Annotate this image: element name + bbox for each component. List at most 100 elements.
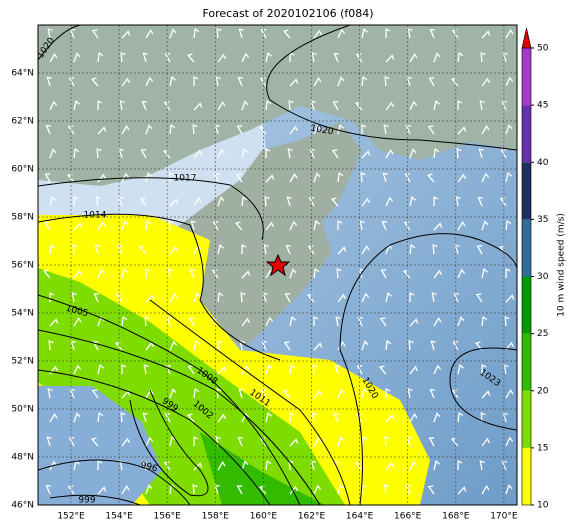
wind-barb [265,459,272,471]
wind-barb [359,220,365,231]
wind-barb [479,460,485,471]
wind-barb [452,341,459,351]
wind-barb [241,148,248,159]
axis-labels: 64°N 62°N 60°N 58°N 56°N 54°N 52°N 50°N 48°N 46°N… [11,69,518,522]
wind-barb [145,124,153,135]
wind-barb [217,366,227,375]
graticule [38,25,517,505]
wind-barb [119,100,125,111]
lat-label: 52°N [11,357,34,367]
wind-barb [49,413,58,423]
wind-barb [169,28,177,39]
colorbar: 10 15 20 25 30 35 40 45 50 [521,27,549,511]
wind-barb [331,149,339,159]
wind-barb [73,317,82,327]
wind-barb [333,413,339,423]
wind-barb [141,461,147,471]
wind-barb [311,52,317,63]
wind-barb [97,126,107,135]
wind-barb [193,387,200,399]
wind-barb [96,148,102,159]
wind-barb [427,125,435,135]
wind-barb [432,244,438,255]
wind-barb [385,387,391,399]
wind-barb [282,389,291,399]
location-star [265,253,291,277]
colorbar-tick-label: 50 [537,44,549,54]
wind-barb [409,460,418,471]
wind-barb [409,196,416,207]
wind-barb [139,197,147,207]
wind-barb [433,147,440,159]
wind-barb [120,52,126,63]
colorbar-tick-label: 15 [537,443,548,453]
colorbar-tick-label: 10 [537,501,549,511]
wind-barb [97,221,106,231]
wind-barb [289,316,296,327]
wind-barb [405,485,411,495]
wind-barb [163,101,171,111]
lon-label: 164°E [346,512,374,522]
wind-barb [68,77,75,87]
contour-label: 996 [139,460,158,474]
wind-barb [217,148,226,159]
wind-barb [97,486,107,495]
wind-barb [241,317,250,327]
wind-barb [313,124,322,135]
wind-barb [91,389,99,399]
wind-barb [49,460,58,471]
wind-barb [264,196,270,207]
wind-barb [73,52,81,63]
wind-barb [121,30,131,39]
wind-barb [265,174,275,183]
wind-barb [481,172,490,183]
wind-barb [384,76,390,87]
wind-barb [385,27,391,39]
wind-barb [286,196,292,207]
wind-barb [193,75,199,87]
wind-barb [212,221,219,231]
wind-barb [143,364,149,375]
wind-barb [241,243,247,255]
wind-barb [69,389,75,399]
isobar [38,294,301,505]
wind-barb [479,100,485,111]
wind-barb [145,484,153,495]
wind-barb [382,172,388,183]
contour-label: 1017 [174,174,197,184]
wind-barb [481,485,490,495]
wind-barb [263,244,269,255]
wind-barb [49,196,56,207]
wind-barb [289,125,298,135]
wind-barb [457,173,466,183]
wind-barb [48,340,54,351]
lat-label: 48°N [11,453,34,463]
wind-barb [481,125,490,135]
wind-barb [361,435,368,447]
wind-barb [69,29,75,39]
isobar [38,25,81,61]
wind-barb [505,341,514,351]
wind-barb [239,340,245,351]
wind-barb [357,317,363,327]
wind-barb [361,150,371,159]
wind-barb [409,318,419,327]
wind-barb [238,388,244,399]
colorbar-band [522,105,531,163]
wind-barb [211,269,219,279]
wind-barb [49,148,57,159]
wind-barb [186,53,195,63]
wind-barb [73,147,80,159]
wind-barb [47,28,53,39]
colorbar-tick-label: 35 [537,215,548,225]
wind-barb [481,437,490,447]
wind-barb [95,196,101,207]
wind-barb [217,461,226,471]
wind-barb [289,78,299,87]
wind-barb [361,388,368,399]
wind-barb [49,318,59,327]
wind-barb [481,220,489,231]
wind-barb [238,28,244,39]
colorbar-tick-label: 40 [537,158,549,168]
wind-barb [193,340,200,351]
